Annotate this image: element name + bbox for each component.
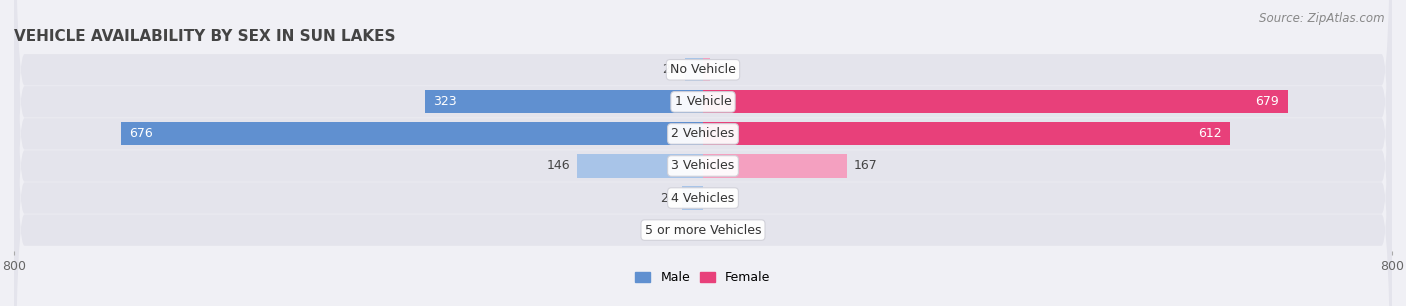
FancyBboxPatch shape (14, 0, 1392, 306)
Text: 24: 24 (659, 192, 675, 204)
Text: Source: ZipAtlas.com: Source: ZipAtlas.com (1260, 12, 1385, 25)
Bar (703, 58, 710, 81)
FancyBboxPatch shape (14, 0, 1392, 306)
Text: 612: 612 (1198, 127, 1222, 140)
Bar (703, 90, 1288, 114)
FancyBboxPatch shape (14, 0, 1392, 306)
Bar (425, 90, 703, 114)
Legend: Male, Female: Male, Female (630, 266, 776, 289)
Bar (685, 58, 703, 81)
Bar (703, 155, 846, 177)
Text: 323: 323 (433, 95, 457, 108)
FancyBboxPatch shape (14, 0, 1392, 306)
Text: 679: 679 (1256, 95, 1279, 108)
Text: 0: 0 (710, 224, 718, 237)
Text: 1 Vehicle: 1 Vehicle (675, 95, 731, 108)
FancyBboxPatch shape (14, 0, 1392, 306)
Text: 2 Vehicles: 2 Vehicles (672, 127, 734, 140)
Bar (703, 122, 1230, 145)
Text: VEHICLE AVAILABILITY BY SEX IN SUN LAKES: VEHICLE AVAILABILITY BY SEX IN SUN LAKES (14, 29, 395, 44)
Text: 21: 21 (662, 63, 678, 76)
Text: 146: 146 (547, 159, 571, 173)
Text: 3 Vehicles: 3 Vehicles (672, 159, 734, 173)
Text: 0: 0 (688, 224, 696, 237)
FancyBboxPatch shape (14, 0, 1392, 306)
Text: 167: 167 (853, 159, 877, 173)
Text: 0: 0 (710, 192, 718, 204)
Bar (682, 186, 703, 210)
Text: 676: 676 (129, 127, 153, 140)
Text: 5 or more Vehicles: 5 or more Vehicles (645, 224, 761, 237)
Text: 8: 8 (717, 63, 724, 76)
Bar (121, 122, 703, 145)
Bar (578, 155, 703, 177)
Text: No Vehicle: No Vehicle (671, 63, 735, 76)
Text: 4 Vehicles: 4 Vehicles (672, 192, 734, 204)
